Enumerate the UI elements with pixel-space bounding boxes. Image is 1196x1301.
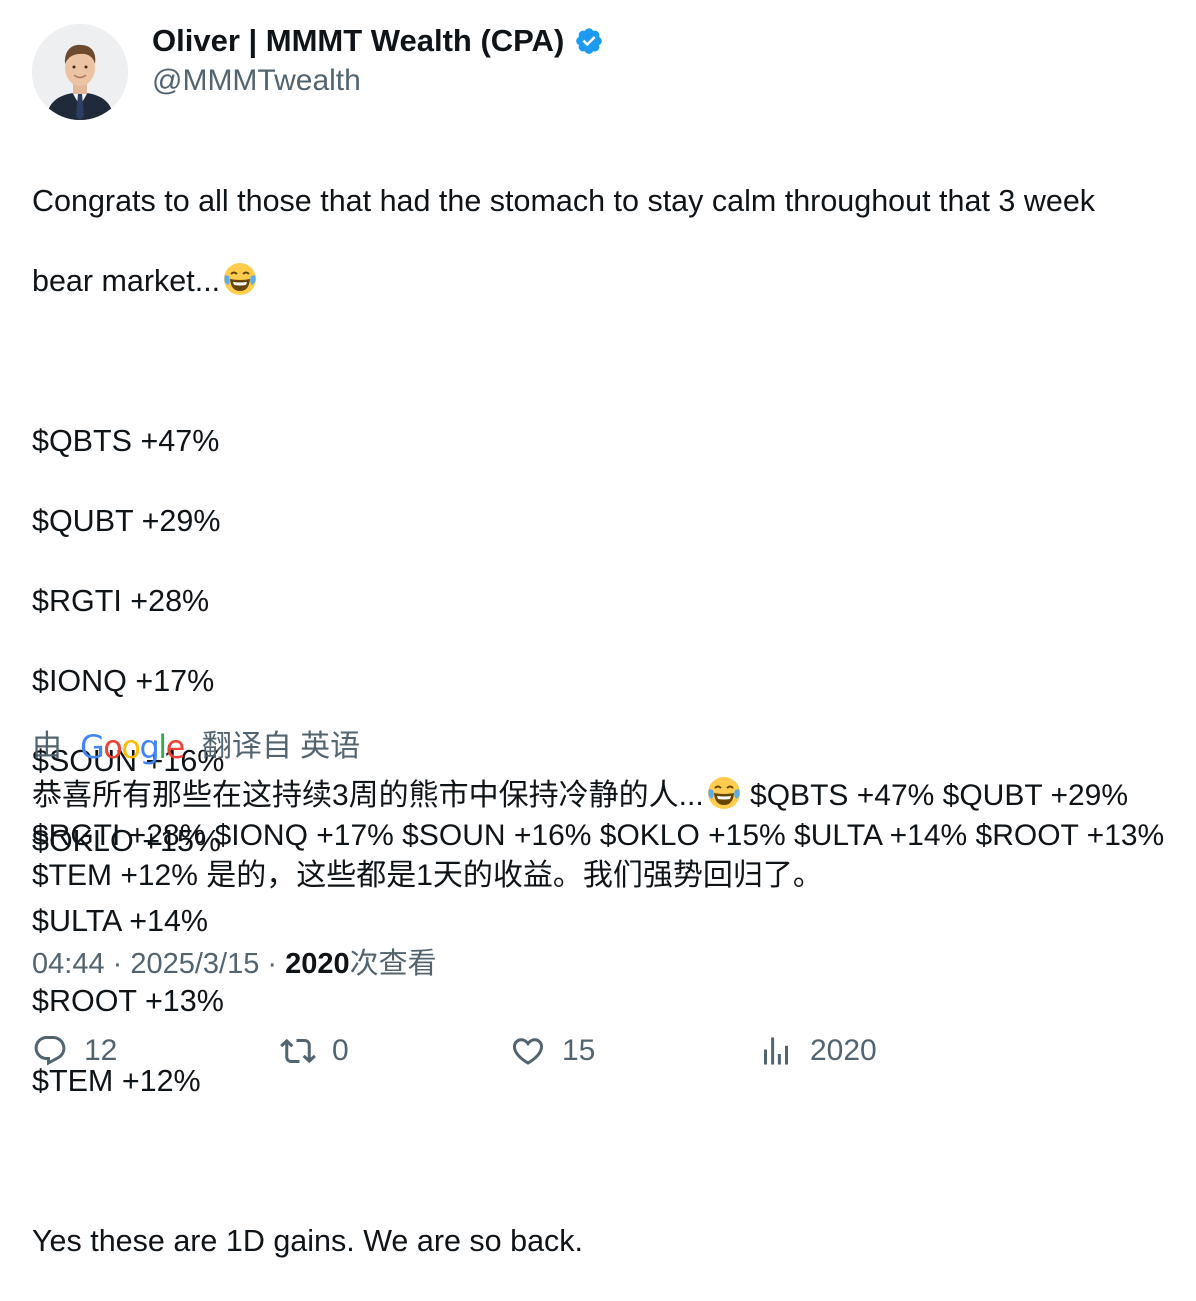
translated-text-part: 恭喜所有那些在这持续3周的熊市中保持冷静的人...: [32, 779, 704, 812]
spacer: [32, 341, 1172, 381]
tweet-meta: 04:44 · 2025/3/15 · 2020次查看: [32, 944, 437, 984]
display-name-text[interactable]: Oliver | MMMT Wealth (CPA): [152, 23, 565, 58]
ticker-line: $ROOT +13%: [32, 984, 224, 1018]
ticker-line: $QUBT +29%: [32, 504, 221, 538]
translated-text-part: $QBTS +47% $QUBT +29% $RGTI +28% $IONQ +…: [32, 779, 1165, 892]
translation-suffix: 翻译自 英语: [201, 730, 361, 763]
ticker-line: $QBTS +47%: [32, 424, 220, 458]
ticker-line: $IONQ +17%: [32, 664, 215, 698]
author-handle[interactable]: @MMMTwealth: [152, 64, 361, 97]
tweet-line: bear market...: [32, 261, 1172, 301]
translation-prefix: 由: [32, 730, 62, 763]
heart-icon: [512, 1038, 544, 1065]
bar-chart-icon: [764, 1037, 788, 1065]
views-count: 2020: [285, 948, 350, 980]
translated-text: 恭喜所有那些在这持续3周的熊市中保持冷静的人... $QBTS +47% $QU…: [32, 775, 1167, 896]
tweet-line-text: bear market...: [32, 264, 221, 298]
google-logo: Google: [80, 728, 185, 766]
like-button[interactable]: 15: [510, 1031, 595, 1071]
tweet-time[interactable]: 04:44: [32, 948, 105, 980]
person-in-suit-avatar-icon: [32, 24, 128, 120]
ticker-line: $TEM +12%: [32, 1064, 201, 1098]
reply-count: 12: [84, 1034, 118, 1067]
face-with-tears-of-joy-icon: [707, 777, 740, 809]
retweet-count: 0: [332, 1034, 349, 1067]
translation-attribution[interactable]: 由 Google 翻译自 英语: [32, 727, 360, 767]
views-label: 次查看: [349, 948, 437, 980]
avatar[interactable]: [32, 24, 128, 120]
views-action-count: 2020: [810, 1034, 877, 1067]
retweet-button[interactable]: 0: [280, 1031, 349, 1071]
ticker-line: $ULTA +14%: [32, 904, 209, 938]
retweet-icon: [280, 1038, 316, 1064]
tweet-closing: Yes these are 1D gains. We are so back.: [32, 1224, 584, 1258]
meta-separator: ·: [104, 948, 131, 980]
ticker-line: $RGTI +28%: [32, 584, 210, 618]
verified-badge-icon: [576, 28, 603, 54]
ticker-line: $SOUN +16%: [32, 744, 225, 778]
reply-button[interactable]: 12: [32, 1031, 117, 1071]
tweet-date[interactable]: 2025/3/15: [130, 948, 260, 980]
reply-icon: [34, 1036, 66, 1066]
views-button[interactable]: 2020: [758, 1031, 877, 1071]
author-display-name[interactable]: Oliver | MMMT Wealth (CPA): [152, 22, 604, 60]
face-with-tears-of-joy-icon: [224, 263, 257, 295]
like-count: 15: [562, 1034, 596, 1067]
tweet-line: Congrats to all those that had the stoma…: [32, 184, 1096, 218]
meta-separator: ·: [259, 948, 286, 980]
ticker-line: $OKLO +15%: [32, 824, 222, 858]
tweet-text: Congrats to all those that had the stoma…: [32, 141, 1172, 1301]
spacer: [32, 1141, 1172, 1181]
